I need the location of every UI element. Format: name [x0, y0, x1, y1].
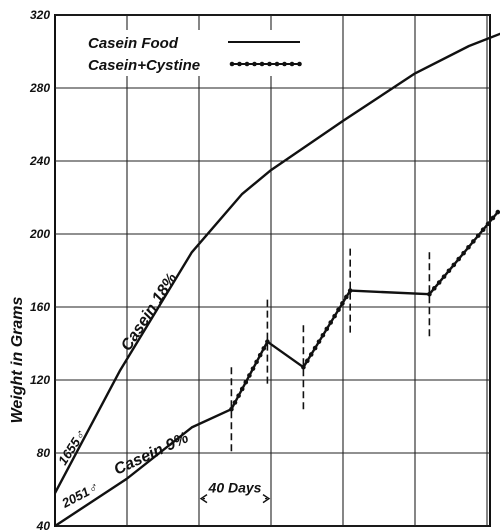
plot-frame: [54, 14, 491, 527]
series-labels: Casein 18% 1655♂ Casein 9% 2051♂: [55, 270, 191, 511]
series-label-casein-9: Casein 9%: [112, 429, 192, 478]
cystine-point: [336, 307, 341, 313]
cystine-point: [340, 301, 345, 306]
cystine-point: [316, 339, 322, 344]
switch-markers: [230, 248, 431, 452]
legend-dot: [282, 61, 287, 67]
cystine-point: [446, 268, 452, 274]
cystine-point: [308, 352, 314, 357]
y-tick-label: 40: [36, 519, 51, 532]
duration-label: 40 Days: [208, 480, 262, 496]
legend: Casein Food Casein+Cystine: [80, 30, 303, 76]
y-tick-label: 80: [37, 446, 51, 460]
duration-arrowhead-right: [262, 494, 271, 504]
series-lines: [53, 32, 500, 528]
legend-dot: [289, 61, 295, 67]
cystine-point: [254, 359, 259, 365]
cystine-point: [427, 291, 432, 297]
y-tick-label: 160: [30, 300, 50, 314]
legend-dot: [244, 61, 250, 67]
cystine-point: [471, 239, 476, 244]
cystine-point: [490, 215, 496, 221]
cystine-point: [257, 352, 263, 358]
cystine-point: [328, 320, 334, 325]
legend-swatch-dotted: [229, 61, 302, 67]
cystine-point: [475, 233, 481, 238]
cystine-point: [344, 294, 349, 300]
cystine-point: [461, 250, 466, 256]
cystine-point: [247, 373, 252, 378]
animal-label-2051: 2051♂: [58, 479, 100, 511]
series-segment-casein-9: [266, 340, 305, 369]
cystine-point: [456, 256, 462, 262]
series-segment-casein-9: [350, 289, 430, 296]
y-tick-label: 120: [30, 373, 50, 387]
y-tick-label: 240: [29, 154, 50, 168]
cystine-point: [250, 366, 256, 371]
cystine-point: [495, 209, 500, 215]
series-segment-casein-9: [54, 408, 232, 528]
cystine-point: [239, 386, 245, 392]
y-tick-label: 280: [29, 81, 50, 95]
cystine-point: [480, 227, 486, 232]
grid: [54, 14, 491, 527]
legend-dot: [259, 61, 265, 67]
duration-annotation: 40 Days: [199, 480, 271, 504]
cystine-point: [261, 346, 267, 351]
cystine-point: [229, 406, 234, 412]
cystine-point: [320, 332, 326, 338]
legend-dot: [267, 61, 272, 67]
cystine-point: [485, 221, 491, 227]
legend-dot: [274, 61, 280, 67]
cystine-point: [332, 313, 337, 319]
cystine-point: [243, 379, 249, 385]
cystine-point: [312, 345, 318, 351]
legend-dot: [237, 61, 242, 67]
y-axis-label: Weight in Grams: [9, 296, 26, 423]
cystine-point: [441, 274, 447, 279]
cystine-point: [236, 393, 241, 398]
legend-dot: [297, 61, 302, 67]
cystine-point: [232, 400, 238, 405]
cystine-point: [436, 280, 442, 285]
legend-label-casein-food: Casein Food: [88, 35, 179, 52]
cystine-point: [301, 364, 306, 370]
series-line-casein-18: [53, 32, 500, 494]
cystine-point: [451, 262, 457, 268]
cystine-point: [324, 326, 330, 332]
legend-label-casein-cystine: Casein+Cystine: [88, 57, 200, 74]
y-tick-label: 200: [29, 227, 50, 241]
y-tick-labels: 40 80 120 160 200 240 280 320: [29, 8, 50, 532]
y-tick-label: 320: [30, 8, 50, 22]
legend-dot: [252, 61, 257, 67]
legend-dot: [229, 61, 235, 67]
cystine-point: [305, 358, 310, 364]
legend-box: [80, 30, 303, 76]
cystine-point: [431, 286, 437, 291]
duration-arrowhead-left: [199, 494, 208, 504]
cystine-point: [466, 244, 471, 250]
